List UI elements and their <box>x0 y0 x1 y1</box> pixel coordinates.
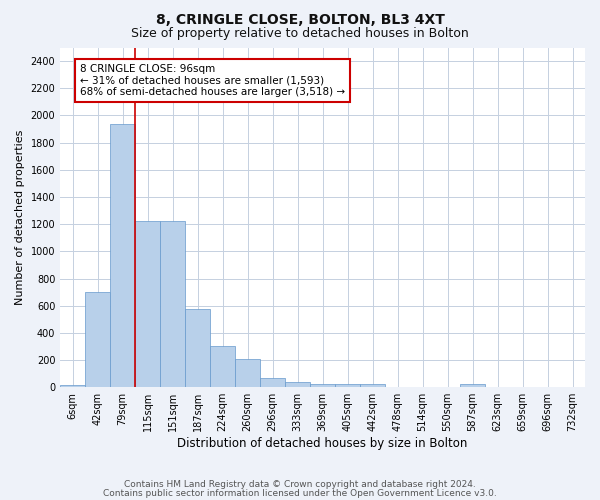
Bar <box>260 378 285 387</box>
Bar <box>285 382 310 387</box>
Bar <box>160 222 185 387</box>
Bar <box>210 346 235 387</box>
Text: Contains public sector information licensed under the Open Government Licence v3: Contains public sector information licen… <box>103 489 497 498</box>
Bar <box>235 360 260 387</box>
Text: Size of property relative to detached houses in Bolton: Size of property relative to detached ho… <box>131 28 469 40</box>
Bar <box>360 384 385 387</box>
X-axis label: Distribution of detached houses by size in Bolton: Distribution of detached houses by size … <box>178 437 468 450</box>
Bar <box>310 384 335 387</box>
Text: 8 CRINGLE CLOSE: 96sqm
← 31% of detached houses are smaller (1,593)
68% of semi-: 8 CRINGLE CLOSE: 96sqm ← 31% of detached… <box>80 64 345 97</box>
Bar <box>85 292 110 387</box>
Bar <box>135 222 160 387</box>
Bar <box>335 384 360 387</box>
Bar <box>60 385 85 387</box>
Bar <box>110 124 135 387</box>
Bar <box>185 309 210 387</box>
Y-axis label: Number of detached properties: Number of detached properties <box>15 130 25 305</box>
Text: 8, CRINGLE CLOSE, BOLTON, BL3 4XT: 8, CRINGLE CLOSE, BOLTON, BL3 4XT <box>155 12 445 26</box>
Bar <box>460 384 485 387</box>
Text: Contains HM Land Registry data © Crown copyright and database right 2024.: Contains HM Land Registry data © Crown c… <box>124 480 476 489</box>
